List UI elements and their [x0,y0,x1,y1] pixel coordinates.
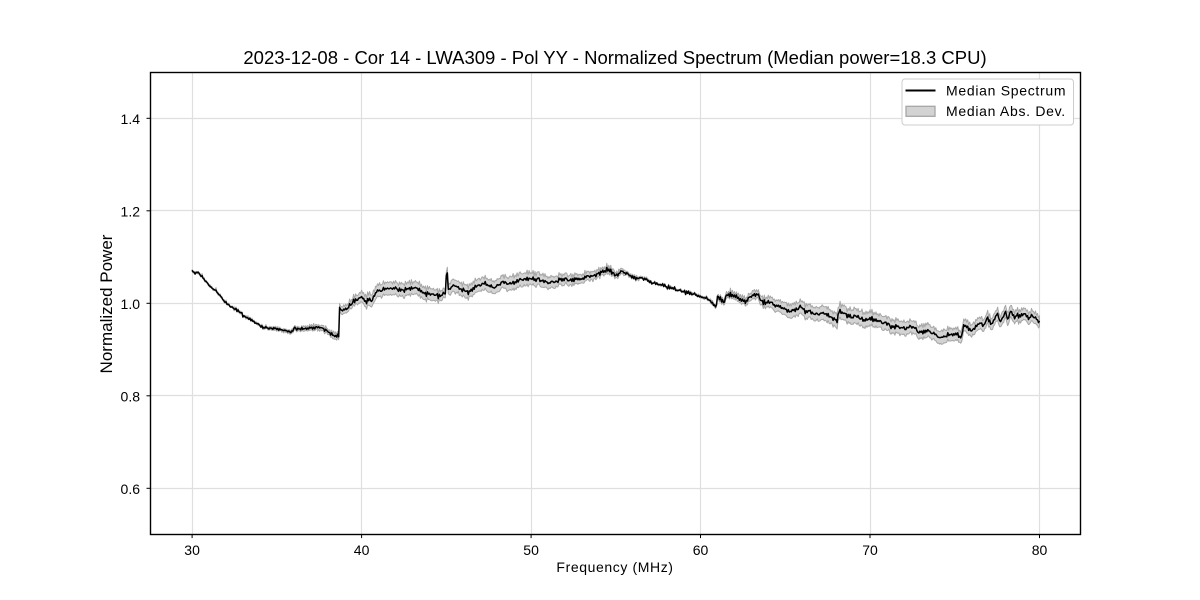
svg-text:50: 50 [523,542,539,558]
svg-text:0.6: 0.6 [121,481,141,497]
svg-text:Normalized Power: Normalized Power [97,234,116,373]
svg-text:70: 70 [862,542,878,558]
svg-text:Frequency (MHz): Frequency (MHz) [556,559,673,575]
svg-text:1.2: 1.2 [121,204,141,220]
svg-text:Median Spectrum: Median Spectrum [946,82,1066,98]
svg-text:60: 60 [693,542,709,558]
svg-text:1.4: 1.4 [121,111,141,127]
svg-text:2023-12-08 - Cor 14 - LWA309 -: 2023-12-08 - Cor 14 - LWA309 - Pol YY - … [243,47,986,68]
svg-text:1.0: 1.0 [121,296,141,312]
svg-text:30: 30 [184,542,200,558]
svg-text:0.8: 0.8 [121,389,141,405]
svg-text:40: 40 [354,542,370,558]
svg-text:Median Abs. Dev.: Median Abs. Dev. [946,103,1066,119]
svg-text:80: 80 [1032,542,1048,558]
